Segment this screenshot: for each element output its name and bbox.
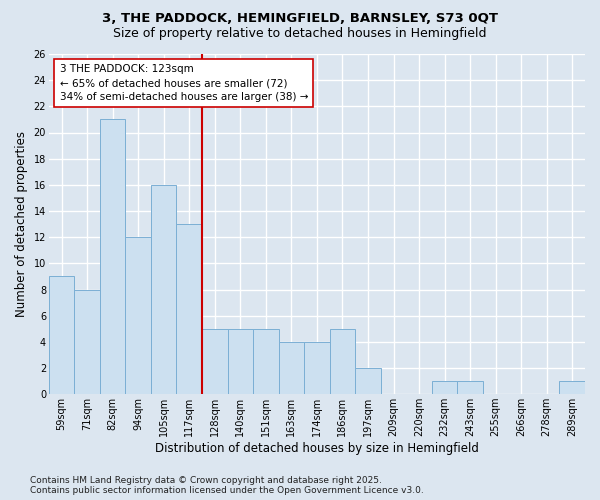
Bar [457, 381, 483, 394]
Bar [559, 381, 585, 394]
Bar [355, 368, 381, 394]
Bar [329, 329, 355, 394]
Bar [304, 342, 329, 394]
Bar [100, 120, 125, 394]
Bar [125, 237, 151, 394]
Text: 3, THE PADDOCK, HEMINGFIELD, BARNSLEY, S73 0QT: 3, THE PADDOCK, HEMINGFIELD, BARNSLEY, S… [102, 12, 498, 26]
Y-axis label: Number of detached properties: Number of detached properties [15, 131, 28, 317]
Bar [176, 224, 202, 394]
Bar [49, 276, 74, 394]
Bar [74, 290, 100, 394]
Text: 3 THE PADDOCK: 123sqm
← 65% of detached houses are smaller (72)
34% of semi-deta: 3 THE PADDOCK: 123sqm ← 65% of detached … [59, 64, 308, 102]
Bar [278, 342, 304, 394]
Bar [432, 381, 457, 394]
Bar [202, 329, 227, 394]
Bar [151, 185, 176, 394]
Bar [227, 329, 253, 394]
X-axis label: Distribution of detached houses by size in Hemingfield: Distribution of detached houses by size … [155, 442, 479, 455]
Bar [253, 329, 278, 394]
Text: Contains HM Land Registry data © Crown copyright and database right 2025.
Contai: Contains HM Land Registry data © Crown c… [30, 476, 424, 495]
Text: Size of property relative to detached houses in Hemingfield: Size of property relative to detached ho… [113, 28, 487, 40]
